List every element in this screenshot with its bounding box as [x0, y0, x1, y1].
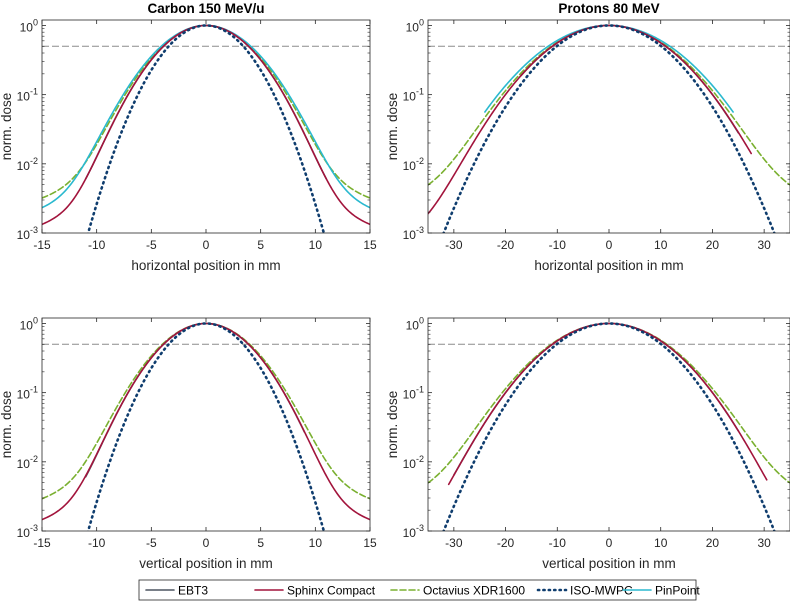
- x-tick-label: 0: [203, 238, 210, 252]
- x-tick-label: -30: [445, 536, 463, 550]
- y-tick-label: 10-3: [403, 225, 424, 242]
- legend-label-ebt3: EBT3: [178, 584, 208, 598]
- y-axis-label: norm. dose: [0, 391, 14, 459]
- y-tick-label: 100: [406, 315, 424, 332]
- panel-title: Carbon 150 MeV/u: [147, 1, 264, 16]
- panel-3: -15 -10 -5 0 5 10 15 10-3 10-2 10-1 100 vertical po…: [0, 315, 377, 571]
- y-axis-label: norm. dose: [385, 93, 400, 161]
- y-tick-label: 10-3: [17, 523, 38, 540]
- panel-2: -30 -20 -10 0 10 20 30 10-3 10-2 10-1 100 Protons 8…: [385, 1, 790, 273]
- x-tick-label: 15: [363, 536, 377, 550]
- x-tick-label: 0: [606, 536, 613, 550]
- y-tick-label: 100: [406, 17, 424, 34]
- x-tick-label: -10: [88, 536, 106, 550]
- legend-label-pinpoint: PinPoint: [655, 584, 700, 598]
- y-tick-label: 10-3: [403, 523, 424, 540]
- y-tick-label: 10-1: [17, 385, 38, 402]
- panel-4: -30 -20 -10 0 10 20 30 10-3 10-2 10-1 100 vertical …: [385, 315, 790, 571]
- y-tick-label: 10-2: [17, 454, 38, 471]
- y-tick-label: 10-2: [403, 156, 424, 173]
- x-tick-label: 30: [757, 536, 771, 550]
- x-tick-label: -10: [549, 238, 567, 252]
- x-axis-label: vertical position in mm: [139, 556, 273, 571]
- legend-label-sphinx-compact: Sphinx Compact: [287, 584, 376, 598]
- y-tick-label: 10-1: [17, 87, 38, 104]
- x-tick-label: 10: [654, 238, 668, 252]
- x-tick-label: -10: [549, 536, 567, 550]
- y-tick-label: 100: [20, 17, 38, 34]
- x-tick-label: -20: [497, 238, 515, 252]
- x-tick-label: 30: [757, 238, 771, 252]
- y-axis-label: norm. dose: [385, 391, 400, 459]
- y-tick-label: 10-3: [17, 225, 38, 242]
- y-tick-label: 100: [20, 315, 38, 332]
- y-tick-label: 10-2: [403, 454, 424, 471]
- y-axis-label: norm. dose: [0, 93, 14, 161]
- x-axis-label: horizontal position in mm: [534, 258, 683, 273]
- x-tick-label: -30: [445, 238, 463, 252]
- x-tick-label: 20: [706, 536, 720, 550]
- x-tick-label: 20: [706, 238, 720, 252]
- legend-label-octavius-xdr1600: Octavius XDR1600: [423, 584, 525, 598]
- x-tick-label: -5: [146, 238, 157, 252]
- legend: EBT3 Sphinx Compact Octavius XDR1600 ISO-MW…: [138, 579, 700, 601]
- series-iso-mwpc: [442, 322, 776, 531]
- plot-area: [428, 20, 790, 233]
- y-tick-label: 10-2: [17, 156, 38, 173]
- y-tick-label: 10-1: [403, 385, 424, 402]
- panel-1: -15 -10 -5 0 5 10 15 10-3 10-2 10-1 100 Carbon 150 …: [0, 1, 377, 273]
- x-axis-label: vertical position in mm: [542, 556, 676, 571]
- series-iso-mwpc: [442, 24, 776, 233]
- panel-title: Protons 80 MeV: [558, 1, 659, 16]
- x-tick-label: 10: [309, 238, 323, 252]
- x-tick-label: 15: [363, 238, 377, 252]
- series-iso-mwpc: [86, 322, 326, 531]
- x-tick-label: -20: [497, 536, 515, 550]
- x-axis-label: horizontal position in mm: [131, 258, 280, 273]
- x-tick-label: 0: [606, 238, 613, 252]
- x-tick-label: 5: [257, 238, 264, 252]
- series-iso-mwpc: [86, 24, 326, 233]
- x-tick-label: -10: [88, 238, 106, 252]
- x-tick-label: -15: [33, 238, 51, 252]
- legend-label-iso-mwpc: ISO-MWPC: [570, 584, 633, 598]
- x-tick-label: 10: [309, 536, 323, 550]
- x-tick-label: -15: [33, 536, 51, 550]
- x-tick-label: 5: [257, 536, 264, 550]
- x-tick-label: -5: [146, 536, 157, 550]
- plot-area: [42, 20, 370, 233]
- y-tick-label: 10-1: [403, 87, 424, 104]
- plot-area: [42, 318, 370, 531]
- plot-area: [428, 318, 790, 531]
- x-tick-label: 0: [203, 536, 210, 550]
- x-tick-label: 10: [654, 536, 668, 550]
